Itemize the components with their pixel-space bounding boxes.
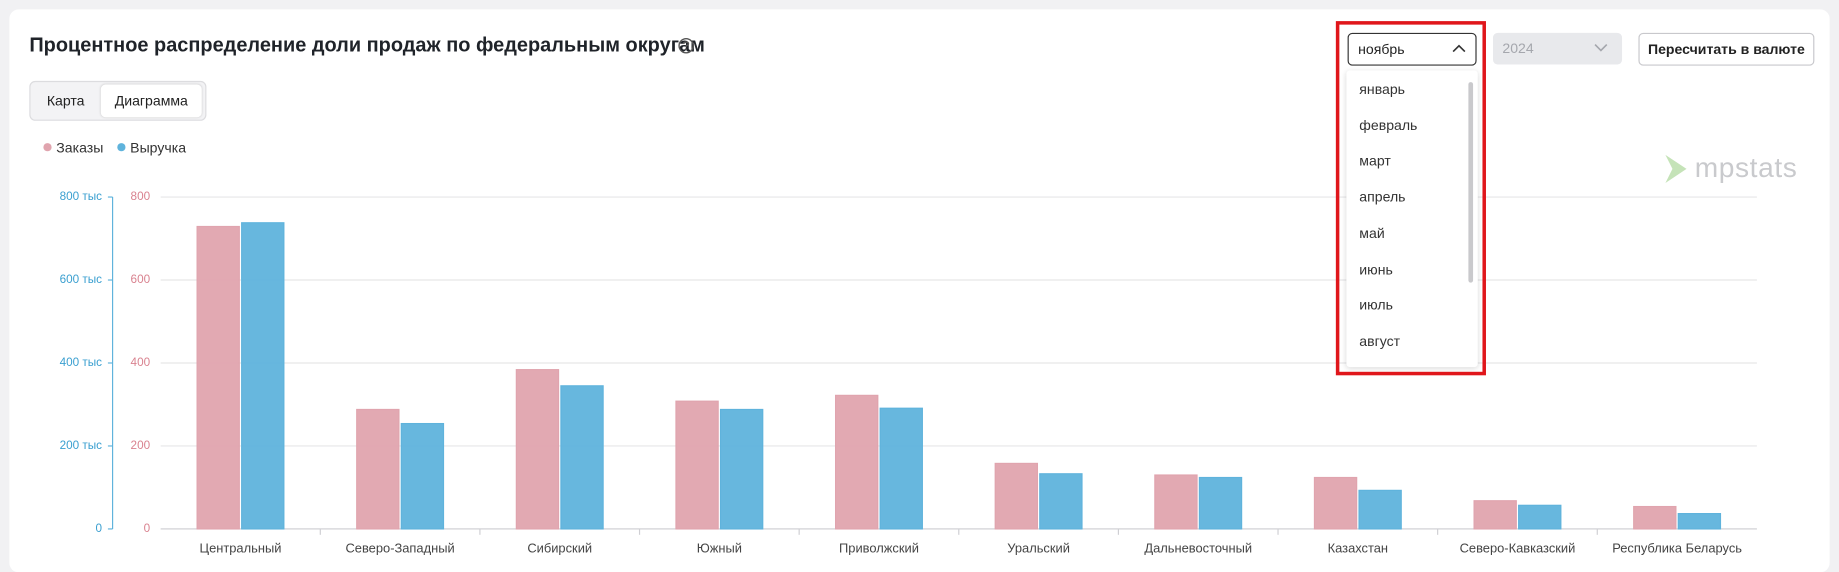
bar [1358, 489, 1402, 530]
month-select[interactable]: ноябрь [1347, 32, 1477, 66]
year-select: 2024 [1493, 32, 1623, 65]
y-tick-label: 200 [131, 439, 151, 452]
legend-label: Выручка [130, 139, 187, 156]
tab[interactable]: Карта [46, 92, 85, 110]
selected-month: ноябрь [1358, 41, 1405, 58]
bar [515, 369, 560, 530]
legend-dot [117, 143, 126, 152]
month-option[interactable]: март [1359, 152, 1391, 170]
x-tick-label: Уральский [1007, 540, 1070, 555]
bar [1473, 500, 1517, 530]
x-tick-label: Республика Беларусь [1612, 540, 1742, 555]
month-option[interactable]: июль [1359, 296, 1393, 314]
chevron-up [1452, 44, 1466, 53]
y-tick-label: 800 [131, 190, 151, 203]
bar [1677, 513, 1722, 530]
bar [719, 408, 764, 530]
x-tick-label: Приволжский [839, 540, 919, 555]
highlight-box [1335, 21, 1486, 376]
x-tick-label: Казахстан [1328, 540, 1388, 555]
bar [560, 385, 604, 530]
bar [400, 422, 445, 530]
y2-tick-label: 200 тыс [60, 439, 103, 452]
bar [994, 462, 1039, 530]
legend-item: Заказы [43, 140, 103, 156]
logo-text: mpstats [1694, 152, 1798, 185]
bar [1154, 474, 1198, 530]
y2-tick-label: 800 тыс [60, 190, 103, 203]
x-tick-label: Северо-Кавказский [1460, 540, 1576, 555]
x-tick-label: Дальневосточный [1144, 540, 1252, 555]
bar [834, 394, 879, 530]
bar [356, 408, 400, 530]
x-tick-label: Южный [697, 540, 742, 555]
month-option[interactable]: август [1359, 332, 1401, 350]
month-option[interactable]: апрель [1359, 188, 1406, 206]
bar [1518, 504, 1562, 530]
y2-tick-label: 600 тыс [60, 273, 103, 286]
month-option[interactable]: июнь [1359, 260, 1393, 278]
y2-tick-label: 400 тыс [60, 356, 103, 369]
logo-icon [1665, 154, 1687, 183]
x-tick-label: Сибирский [527, 540, 592, 555]
month-option[interactable]: январь [1359, 80, 1406, 98]
y-tick-label: 0 [144, 522, 151, 535]
legend-item: Выручка [117, 140, 186, 156]
page-title: Процентное распределение доли продаж по … [29, 34, 705, 57]
bar [879, 407, 923, 530]
logo: mpstats [1663, 152, 1797, 191]
bar [1039, 473, 1083, 530]
x-tick-label: Северо-Западный [346, 540, 455, 555]
bar [241, 222, 285, 530]
year: 2024 [1502, 39, 1534, 57]
scrollbar[interactable] [1468, 82, 1474, 283]
help-icon[interactable] [678, 37, 694, 54]
y2-tick-label: 0 [96, 522, 103, 535]
bar [1313, 476, 1358, 530]
bar [1198, 476, 1243, 530]
y-tick-label: 600 [131, 273, 151, 286]
month-option[interactable]: май [1359, 224, 1385, 242]
y-tick-label: 400 [131, 356, 151, 369]
bar [675, 400, 719, 530]
recalc-button[interactable]: Пересчитать в валюте [1638, 32, 1815, 66]
legend-label: Заказы [56, 139, 104, 156]
chevron-down [1594, 43, 1608, 52]
legend-dot [43, 143, 52, 152]
month-option[interactable]: февраль [1359, 116, 1418, 134]
month-list: январь февраль март апрель май июнь июль август [1346, 70, 1478, 368]
bar [196, 225, 240, 530]
tab-active[interactable]: Диаграмма [100, 84, 202, 118]
view-tabs: Карта Диаграмма [29, 80, 207, 121]
bar [1633, 505, 1677, 530]
x-tick-label: Центральный [200, 540, 282, 555]
